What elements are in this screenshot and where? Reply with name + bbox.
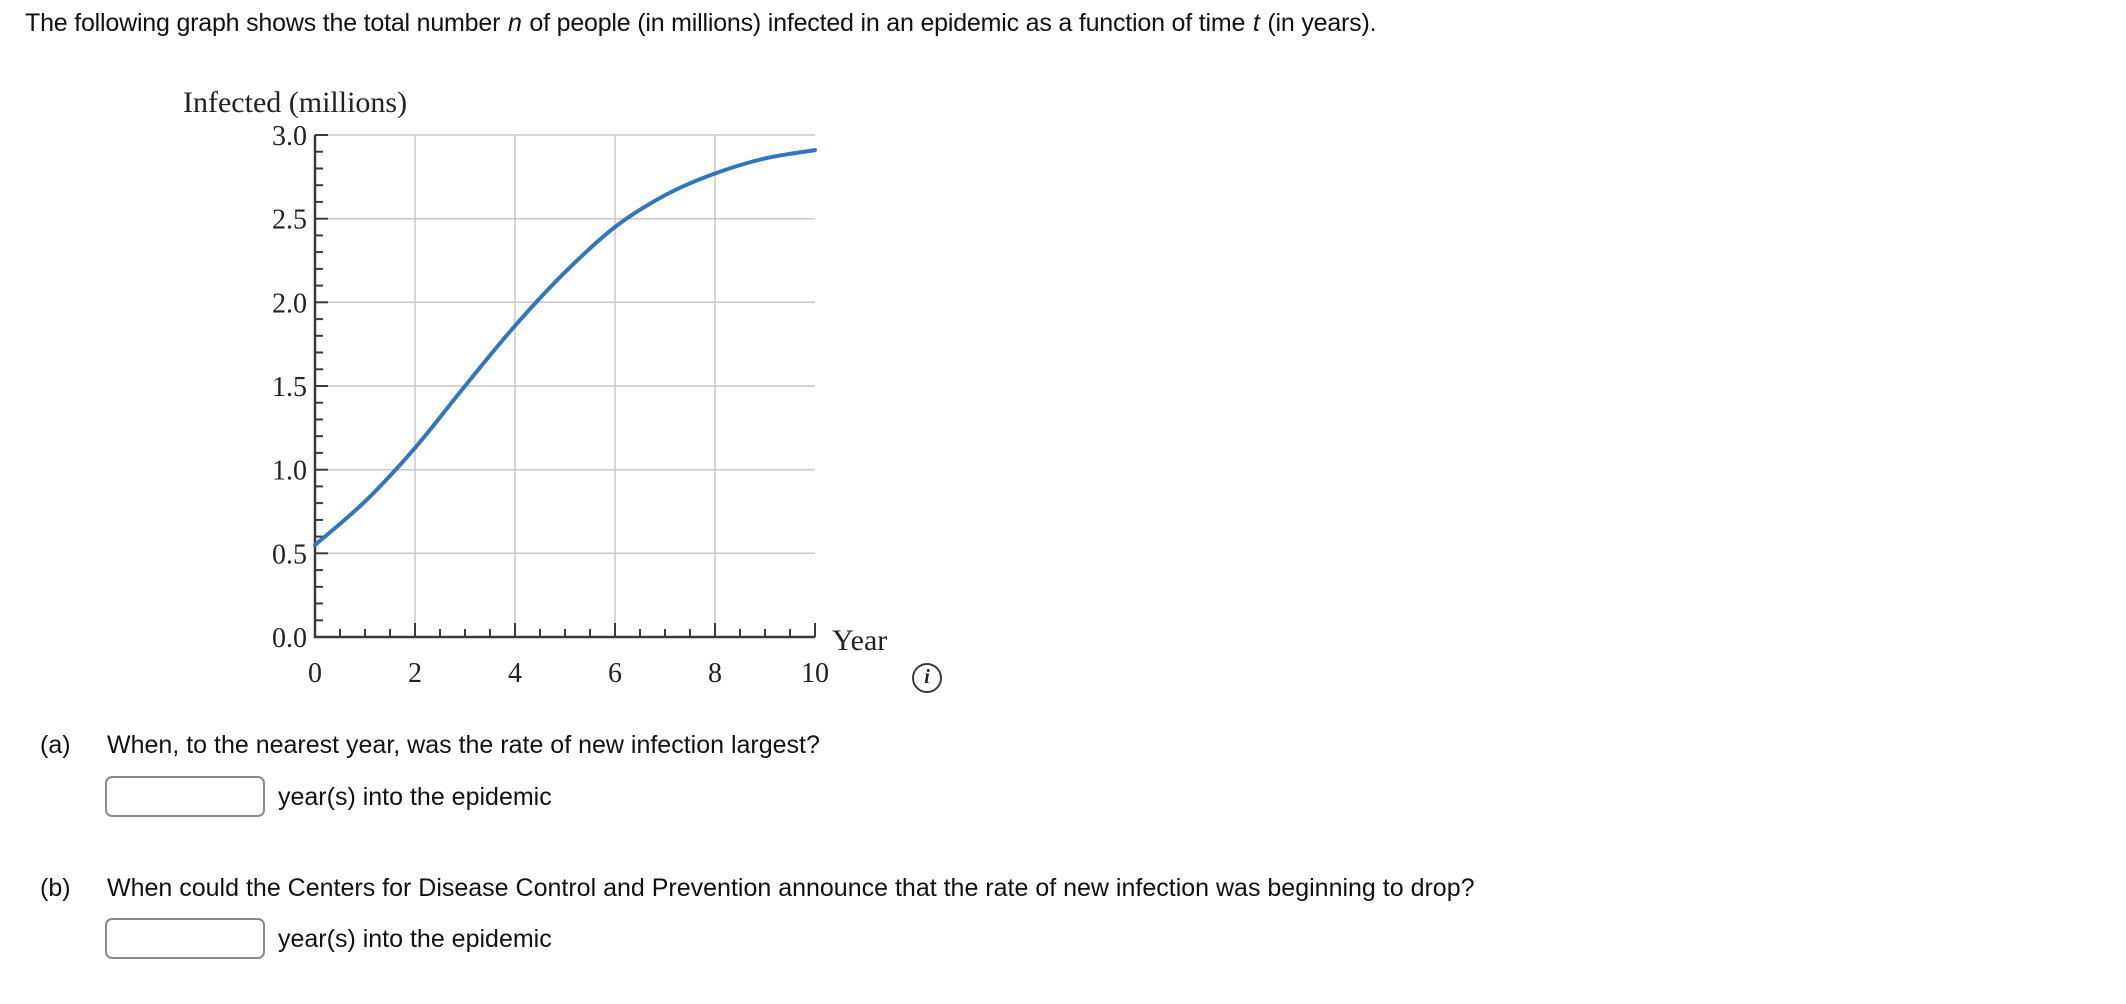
problem-statement: The following graph shows the total numb…: [25, 9, 1377, 37]
x-tick-label: 4: [508, 658, 522, 689]
question-a-text: When, to the nearest year, was the rate …: [107, 731, 820, 759]
x-tick-label: 8: [708, 658, 722, 689]
y-tick-label: 0.5: [272, 539, 307, 570]
infected-curve: [313, 148, 817, 547]
y-tick-label: 2.5: [272, 205, 307, 236]
question-b-label: (b): [40, 874, 71, 902]
y-tick-label: 1.5: [272, 372, 307, 403]
x-tick-label: 2: [408, 658, 422, 689]
question-a-answer-suffix: year(s) into the epidemic: [278, 782, 552, 811]
y-tick-label: 1.0: [272, 456, 307, 487]
y-tick-label: 0.0: [272, 623, 307, 654]
y-axis-title: Infected (millions): [183, 86, 407, 119]
info-icon[interactable]: i: [912, 663, 942, 693]
question-a-answer-input[interactable]: [105, 776, 265, 817]
question-a-answer-row: year(s) into the epidemic: [105, 776, 552, 817]
y-tick-label: 2.0: [272, 288, 307, 319]
question-b-text: When could the Centers for Disease Contr…: [107, 874, 1475, 902]
question-b-answer-input[interactable]: [105, 918, 265, 959]
info-icon-glyph: i: [924, 666, 930, 688]
question-b: (b) When could the Centers for Disease C…: [40, 873, 1475, 903]
question-a-label: (a): [40, 731, 71, 759]
x-tick-label: 0: [308, 658, 322, 689]
question-a: (a) When, to the nearest year, was the r…: [40, 730, 820, 760]
x-axis-label: Year: [832, 624, 887, 657]
axes-spines: [313, 135, 815, 639]
x-tick-label: 10: [801, 658, 829, 689]
y-tick-label: 3.0: [272, 121, 307, 152]
question-b-answer-suffix: year(s) into the epidemic: [278, 924, 552, 953]
x-tick-label: 6: [608, 658, 622, 689]
question-b-answer-row: year(s) into the epidemic: [105, 918, 552, 959]
